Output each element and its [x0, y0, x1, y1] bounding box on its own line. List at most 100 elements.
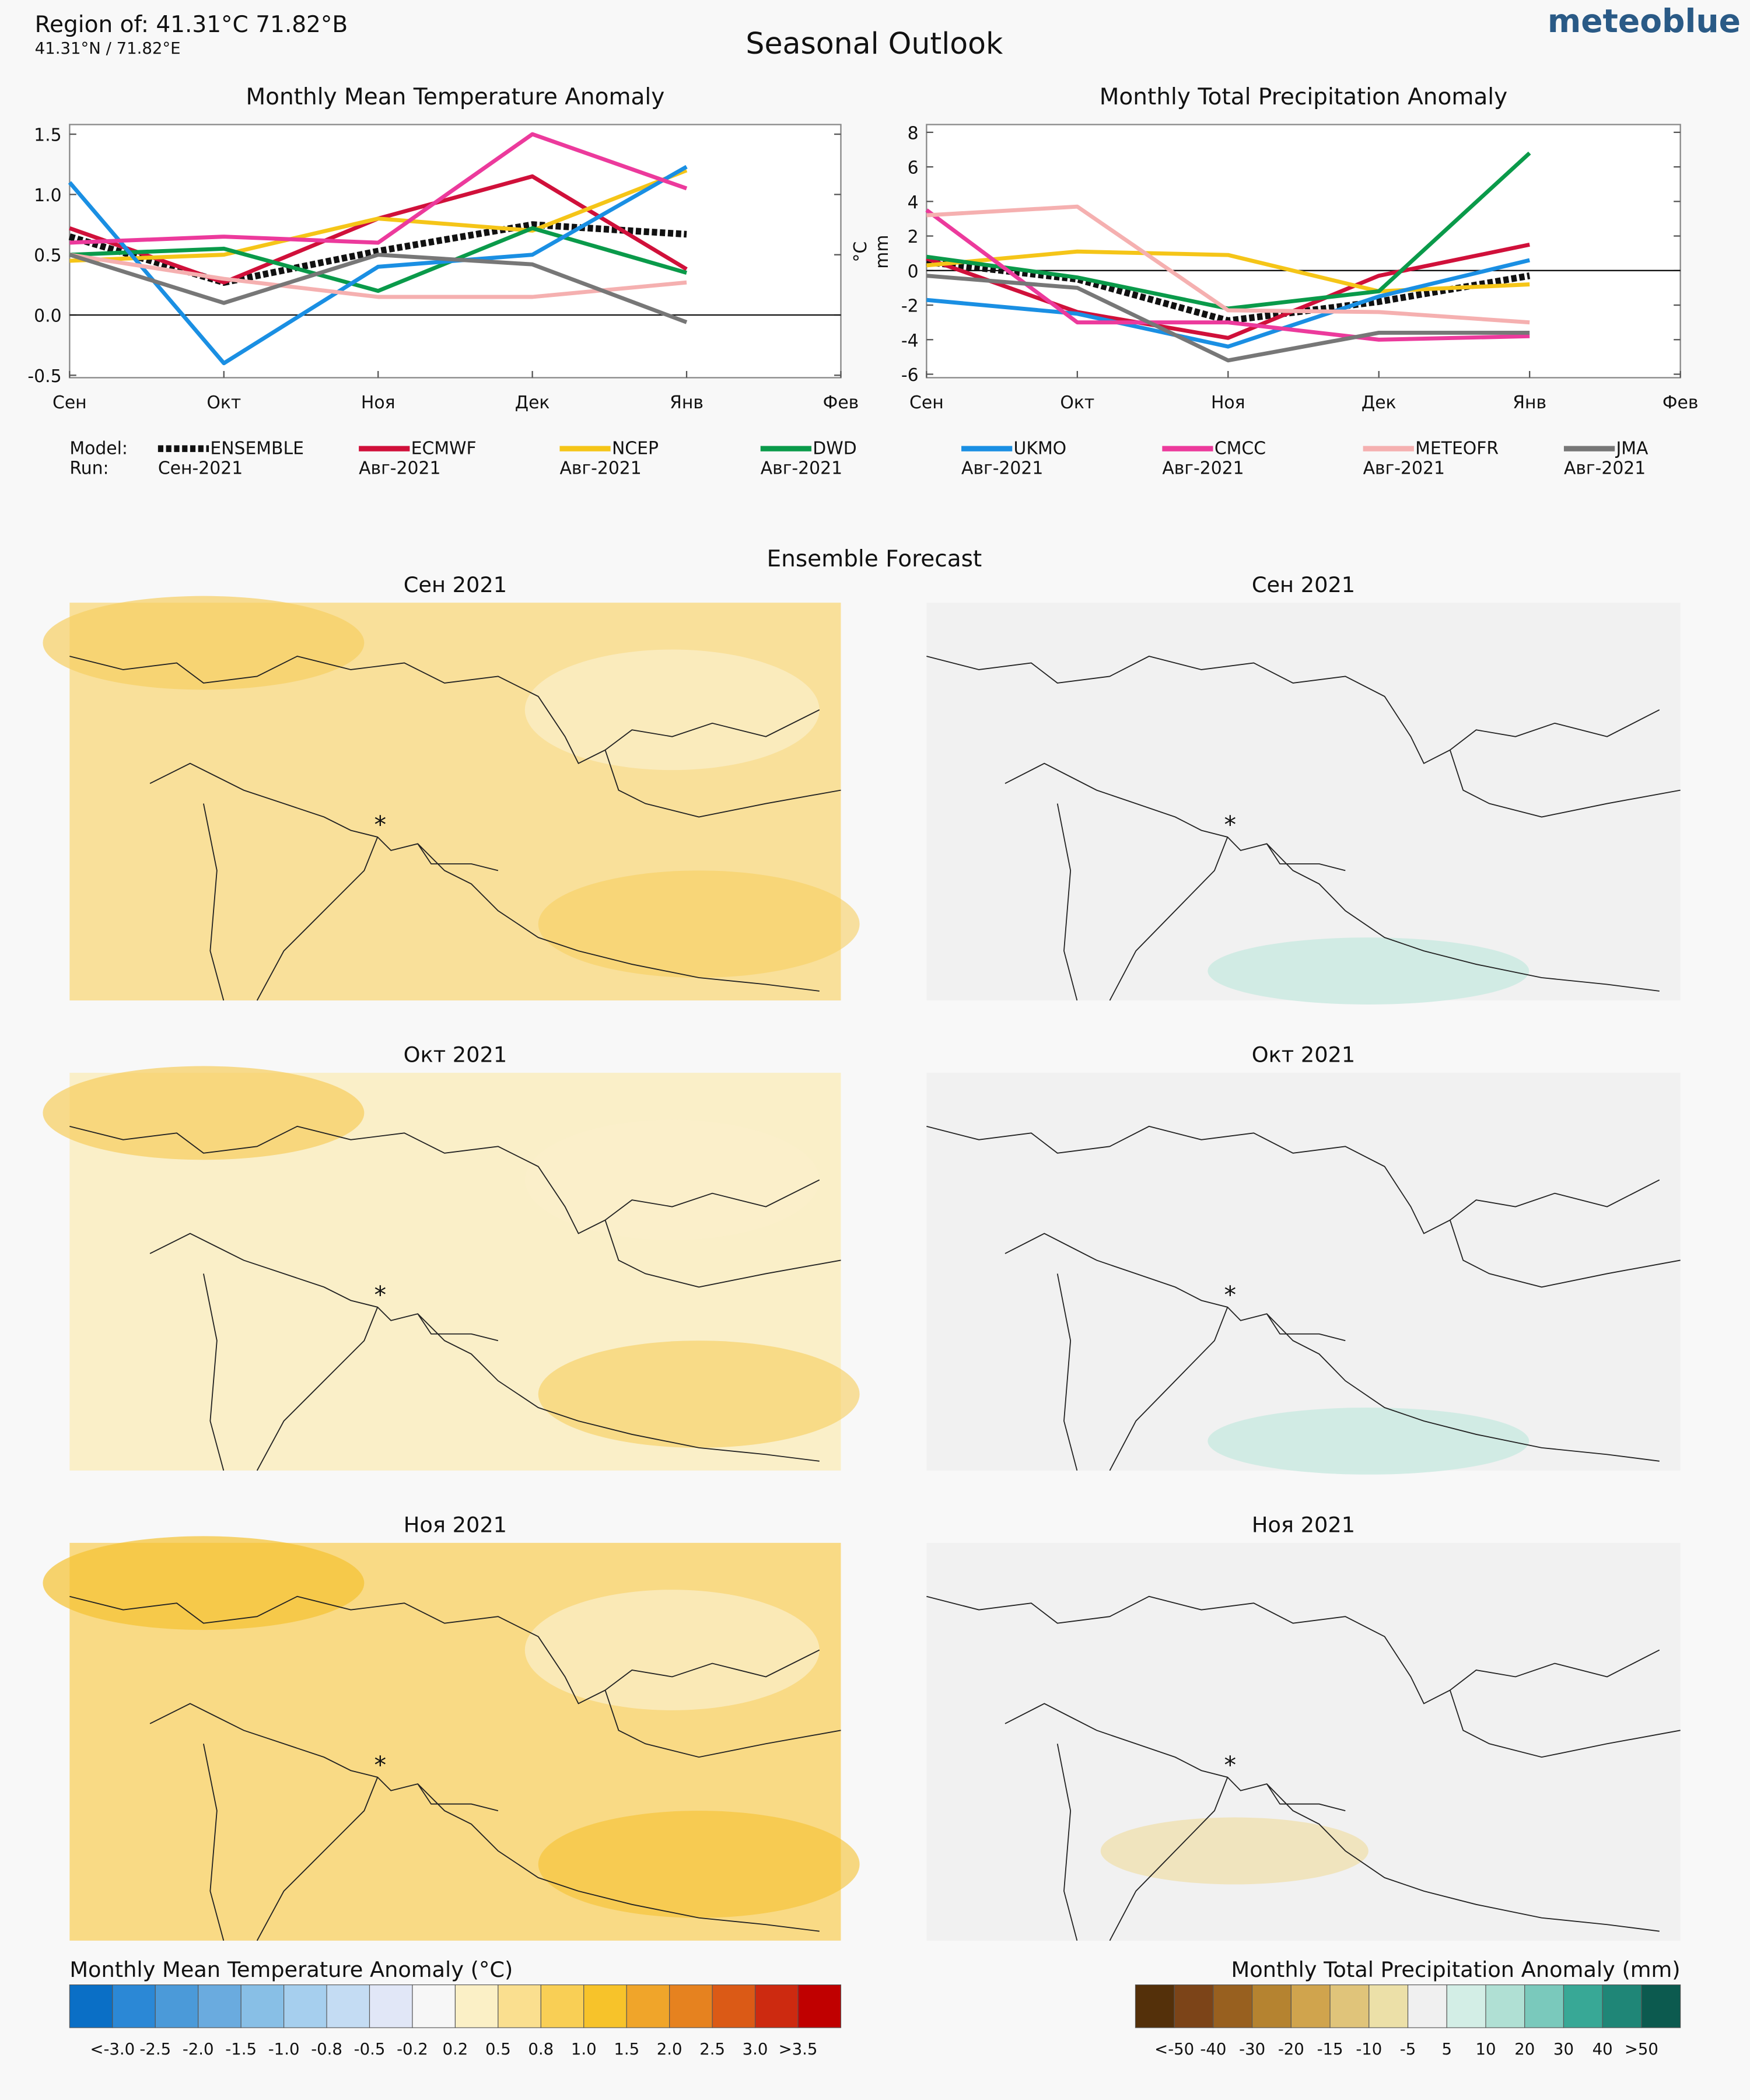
- x-tick-label: Дек: [1362, 393, 1396, 413]
- x-tick-label: Сен: [52, 393, 87, 413]
- chart-title: Monthly Total Precipitation Anomaly: [1100, 84, 1507, 110]
- legend-name: JMA: [1615, 438, 1648, 459]
- colorbar-label: 1.5: [614, 2040, 639, 2059]
- map-anomaly-area: [1100, 1817, 1368, 1885]
- colorbar-swatch: [498, 1984, 541, 2028]
- series-line: [926, 274, 1530, 363]
- y-tick-label: -6: [901, 365, 919, 386]
- colorbar-swatch: [669, 1984, 713, 2028]
- colorbar-title: Monthly Mean Temperature Anomaly (°C): [69, 1957, 513, 1982]
- series-line: [926, 258, 1530, 349]
- x-tick-label: Янв: [670, 393, 704, 413]
- colorbar-label: 0.8: [528, 2040, 554, 2059]
- colorbar-label: 3.0: [743, 2040, 768, 2059]
- series-line: [926, 249, 1530, 293]
- map-borders: [69, 1595, 841, 1941]
- y-tick-label: -4: [901, 331, 919, 351]
- colorbar-label: -0.5: [354, 2040, 386, 2059]
- coords-label: 41.31°N / 71.82°E: [35, 39, 181, 58]
- legend-run: Авг-2021: [761, 459, 842, 479]
- colorbar-swatch: [797, 1984, 842, 2028]
- colorbar-swatch: [1524, 1984, 1564, 2028]
- map-anomaly-area: [538, 1811, 860, 1918]
- colorbar-swatch: [1174, 1984, 1214, 2028]
- colorbar-swatch: [1290, 1984, 1331, 2028]
- map-panel: *: [43, 1536, 860, 1941]
- colorbar-swatch: [1135, 1984, 1175, 2028]
- colorbar-swatch: [369, 1984, 413, 2028]
- colorbar-label: -0.2: [397, 2040, 428, 2059]
- colorbar-swatch: [1329, 1984, 1370, 2028]
- map-panel: *: [43, 1066, 860, 1471]
- colorbar-label: >50: [1625, 2040, 1658, 2059]
- legend-model-label: Model:: [69, 438, 128, 459]
- map-background: [926, 1073, 1681, 1471]
- colorbar-swatch: [1485, 1984, 1525, 2028]
- legend-name: ENSEMBLE: [210, 438, 304, 459]
- x-tick-label: Ноя: [1211, 393, 1245, 413]
- series-line: [69, 253, 688, 324]
- colorbar-label: 20: [1514, 2040, 1535, 2059]
- chart-title: Monthly Mean Temperature Anomaly: [246, 84, 664, 110]
- page-title: Seasonal Outlook: [746, 26, 1003, 61]
- colorbar-label: -10: [1356, 2040, 1382, 2059]
- map-title: Сен 2021: [1252, 572, 1355, 597]
- series-line: [926, 243, 1530, 340]
- colorbar-label: -2.0: [183, 2040, 214, 2059]
- maps-title: Ensemble Forecast: [766, 546, 982, 572]
- colorbar-swatch: [626, 1984, 670, 2028]
- map-anomaly-area: [524, 1590, 820, 1710]
- colorbar-swatch: [1407, 1984, 1447, 2028]
- legend-name: CMCC: [1214, 438, 1266, 459]
- map-background: [926, 1542, 1681, 1941]
- map-location-marker: *: [1224, 1751, 1237, 1779]
- map-anomaly-area: [1208, 937, 1530, 1005]
- y-tick-label: 8: [908, 123, 919, 144]
- legend-name: DWD: [813, 438, 856, 459]
- map-panel: *: [926, 1542, 1681, 1941]
- colorbar-swatch: [155, 1984, 199, 2028]
- y-tick-label: -0.5: [27, 366, 61, 387]
- y-tick-label: 0.0: [34, 306, 61, 326]
- y-tick-label: 1.5: [34, 125, 61, 146]
- x-tick-label: Окт: [206, 393, 241, 413]
- colorbar-swatch: [284, 1984, 327, 2028]
- legend-name: ECMWF: [411, 438, 477, 459]
- x-tick-label: Окт: [1060, 393, 1094, 413]
- colorbar-label: 5: [1442, 2040, 1452, 2059]
- map-anomaly-area: [524, 1119, 820, 1241]
- legend-name: UKMO: [1014, 438, 1067, 459]
- x-tick-label: Ноя: [361, 393, 396, 413]
- y-tick-label: 2: [908, 227, 919, 247]
- map-location-marker: *: [374, 1751, 387, 1779]
- map-anomaly-area: [538, 870, 860, 978]
- series-line: [69, 168, 688, 263]
- y-tick-label: -2: [901, 296, 919, 317]
- colorbar-label: 1.0: [571, 2040, 597, 2059]
- map-title: Сен 2021: [404, 572, 507, 597]
- colorbar-swatch: [412, 1984, 456, 2028]
- y-tick-label: 4: [908, 192, 919, 213]
- y-tick-label: 0.5: [34, 246, 61, 266]
- colorbar-swatch: [1563, 1984, 1603, 2028]
- colorbar-label: 2.0: [657, 2040, 682, 2059]
- colorbar-label: 40: [1592, 2040, 1613, 2059]
- colorbar-label: <-3.0: [90, 2040, 135, 2059]
- colorbar-swatch: [540, 1984, 584, 2028]
- legend-name: NCEP: [612, 438, 659, 459]
- map-borders: [926, 1595, 1681, 1941]
- series-line: [926, 204, 1530, 325]
- map-borders: [69, 1125, 841, 1471]
- colorbar-label: 30: [1553, 2040, 1574, 2059]
- x-tick-label: Дек: [515, 393, 550, 413]
- colorbar-label: -1.0: [268, 2040, 300, 2059]
- colorbar-swatch: [240, 1984, 285, 2028]
- map-anomaly-area: [1208, 1408, 1530, 1475]
- colorbar-label: 2.5: [699, 2040, 725, 2059]
- map-anomaly-area: [43, 1536, 365, 1630]
- map-title: Окт 2021: [1252, 1042, 1356, 1068]
- legend-run: Сен-2021: [158, 459, 243, 479]
- colorbar-label: -30: [1239, 2040, 1265, 2059]
- legend-run: Авг-2021: [559, 459, 641, 479]
- colorbar-swatch: [1446, 1984, 1486, 2028]
